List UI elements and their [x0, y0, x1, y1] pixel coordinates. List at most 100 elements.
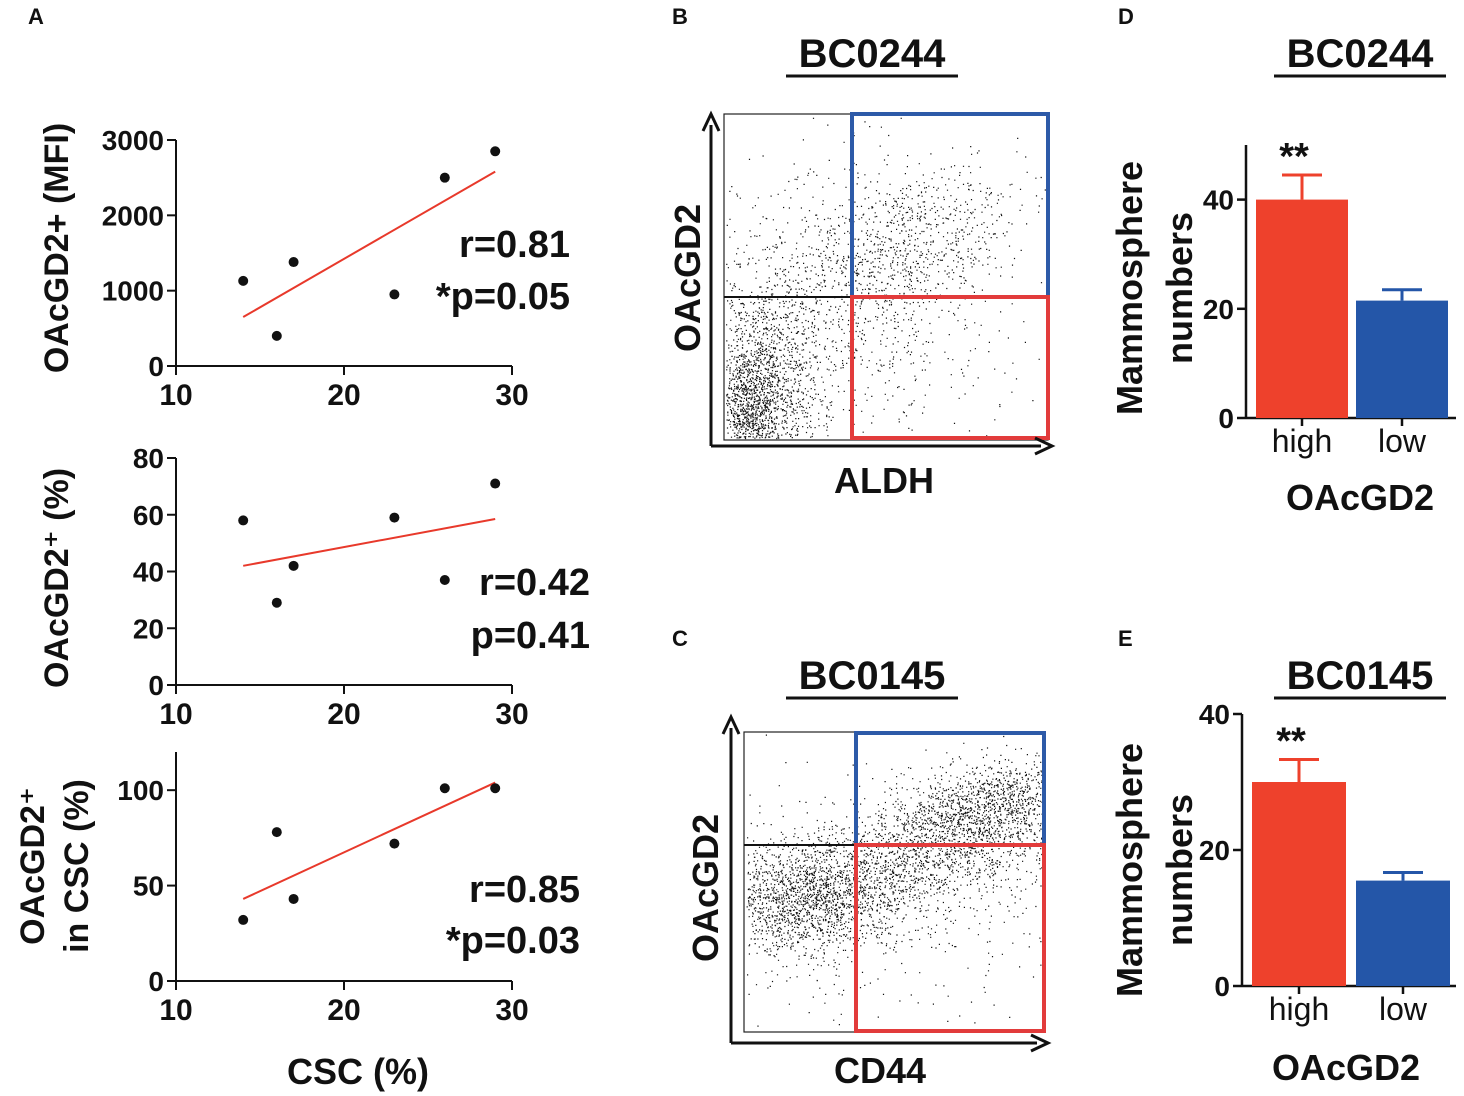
panel-b-x-arrowhead — [1034, 436, 1056, 456]
flow-event-cluster — [747, 734, 1042, 1031]
y-tick-label: 3000 — [102, 125, 164, 156]
flow-event-cluster — [747, 800, 972, 989]
panel-c-x-axis-label: CD44 — [834, 1050, 926, 1091]
panel-e-y-axis-label-line2: numbers — [1159, 794, 1200, 946]
y-tick-label: 20 — [1199, 835, 1230, 866]
x-tick-label: 10 — [159, 994, 192, 1027]
correlation-p-text: *p=0.05 — [436, 276, 570, 318]
y-tick-label: 0 — [148, 351, 164, 382]
x-tick-label: 30 — [495, 379, 528, 412]
bar-low — [1356, 300, 1448, 418]
scatter-point — [238, 275, 249, 286]
y-tick-label: 1000 — [102, 276, 164, 307]
panel-label-a: A — [28, 4, 44, 29]
y-tick-label: 2000 — [102, 200, 164, 231]
correlation-r-text: r=0.81 — [459, 224, 570, 266]
panel-b-y-axis-label: OAcGD2 — [667, 204, 708, 352]
scatter-point — [288, 560, 299, 571]
x-tick-label: 10 — [159, 379, 192, 412]
panel-c-y-arrowhead — [721, 713, 741, 735]
y-tick-label: 40 — [133, 557, 164, 588]
panel-c-plot-frame — [743, 731, 1045, 1033]
scatter-point — [490, 783, 501, 794]
panel-b-event-dots — [726, 117, 1046, 440]
panel-b-lower-gate — [850, 295, 1050, 440]
category-label: low — [1378, 423, 1427, 459]
panel-label-c: C — [672, 626, 688, 651]
scatter-point — [490, 478, 501, 489]
flow-event-cluster — [726, 117, 1040, 439]
scatter-point — [389, 512, 400, 523]
panel-d-x-axis-label: OAcGD2 — [1286, 477, 1434, 518]
panel-c-flow-plot: BC0145 OAcGD2 CD44 — [685, 654, 1052, 1091]
flow-event-cluster — [832, 742, 1043, 901]
panel-c-event-dots — [746, 734, 1044, 1031]
y-tick-label: 20 — [133, 613, 164, 644]
scatter-point — [439, 783, 450, 794]
category-label: low — [1379, 991, 1428, 1027]
x-tick-label: 20 — [327, 698, 360, 731]
panel-d-title: BC0244 — [1287, 32, 1435, 76]
scatter-y-axis-label: OAcGD2+ (MFI) — [38, 123, 76, 373]
regression-line — [242, 170, 496, 318]
panel-b-plot-frame — [723, 113, 1049, 441]
panel-b-y-arrowhead — [701, 110, 721, 132]
scatter-point — [490, 146, 501, 157]
y-tick-label: 100 — [117, 775, 164, 806]
panel-label-d: D — [1118, 4, 1134, 29]
flow-event-cluster — [726, 158, 855, 440]
scatter-point — [389, 838, 400, 849]
scatter-point — [439, 172, 450, 183]
category-label: high — [1269, 991, 1330, 1027]
scatter-point — [389, 289, 400, 300]
regression-line — [242, 781, 496, 900]
x-tick-label: 20 — [327, 994, 360, 1027]
correlation-p-text: p=0.41 — [471, 615, 590, 657]
scatter-point — [271, 597, 282, 608]
x-tick-label: 20 — [327, 379, 360, 412]
scatter-y-axis-label: in CSC (%) — [58, 779, 96, 953]
y-tick-label: 50 — [133, 871, 164, 902]
panel-a-x-axis-label: CSC (%) — [287, 1051, 429, 1092]
panel-label-e: E — [1118, 626, 1133, 651]
regression-line — [243, 518, 496, 567]
significance-marker: ** — [1276, 721, 1306, 763]
panel-c-y-axis-label: OAcGD2 — [685, 814, 726, 962]
y-tick-label: 40 — [1199, 699, 1230, 730]
x-tick-label: 30 — [495, 994, 528, 1027]
panel-b-upper-gate — [850, 112, 1050, 299]
scatter-point — [271, 827, 282, 838]
flow-event-cluster — [726, 319, 787, 439]
x-tick-label: 10 — [159, 698, 192, 731]
scatter-point — [288, 893, 299, 904]
y-tick-label: 40 — [1203, 185, 1234, 216]
panel-e-x-axis-label: OAcGD2 — [1272, 1047, 1420, 1088]
correlation-p-text: *p=0.03 — [446, 920, 580, 962]
scatter-point — [439, 575, 450, 586]
panel-e-title: BC0145 — [1287, 654, 1434, 698]
panel-c-lower-gate — [854, 843, 1046, 1033]
panel-d-bar-chart: BC0244 Mammosphere numbers OAcGD2 0 20 40 h… — [1109, 32, 1456, 518]
scatter-y-axis-label: OAcGD2⁺ — [14, 787, 52, 945]
panel-e-y-axis-label-line1: Mammosphere — [1109, 743, 1150, 997]
y-tick-label: 80 — [133, 443, 164, 474]
panel-b-x-axis-label: ALDH — [834, 460, 934, 501]
y-tick-label: 0 — [148, 670, 164, 701]
bar-low — [1356, 880, 1450, 986]
y-tick-label: 60 — [133, 500, 164, 531]
bar-high — [1252, 782, 1346, 986]
category-label: high — [1272, 423, 1333, 459]
scatter-point — [288, 257, 299, 268]
flow-event-cluster — [730, 219, 1043, 437]
panel-a-scatter-plots: 10 20 300100020003000r=0.81*p=0.05OAcGD2+ … — [14, 123, 590, 1027]
flow-event-cluster — [741, 117, 1046, 418]
correlation-r-text: r=0.85 — [469, 869, 580, 911]
y-tick-label: 20 — [1203, 294, 1234, 325]
y-tick-label: 0 — [1214, 971, 1230, 1002]
scatter-point — [238, 515, 249, 526]
scatter-y-axis-label: OAcGD2⁺ (%) — [38, 468, 76, 688]
scatter-point — [238, 914, 249, 925]
panel-c-x-arrowhead — [1030, 1033, 1052, 1053]
panel-e-bar-chart: BC0145 Mammosphere numbers OAcGD2 0 20 40 h… — [1109, 654, 1456, 1088]
panel-c-title: BC0145 — [799, 654, 946, 698]
